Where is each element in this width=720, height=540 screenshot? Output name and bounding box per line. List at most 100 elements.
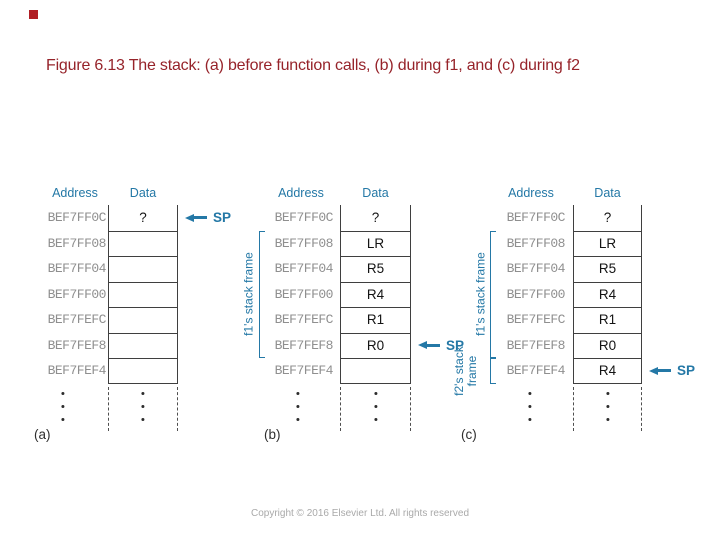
stack-diagram-a: Address Data? BEF7FF0C BEF7FF08 BEF7FF04 BEF7… — [30, 185, 240, 455]
address-label: BEF7FF0C — [506, 210, 566, 225]
sp-pointer: SP — [649, 363, 695, 379]
stack-cell-value: R1 — [598, 312, 617, 327]
row-separator — [341, 332, 410, 334]
stack-cell-value: LR — [598, 235, 617, 251]
address-label: BEF7FEF8 — [47, 337, 107, 353]
row-separator — [574, 307, 641, 308]
stack-frame-bracket — [490, 230, 496, 358]
row-separator — [341, 230, 410, 232]
continuation-dot — [373, 418, 378, 422]
stack-cell-value: R4 — [598, 286, 617, 302]
stack-cell-value: ? — [139, 210, 147, 225]
stack-box: ? LR R5 R4 R1 R0 R4 — [573, 205, 642, 384]
continuation-dot — [61, 405, 65, 409]
stack-box: ? — [108, 205, 178, 384]
address-label: BEF7FEF8 — [274, 337, 334, 353]
stack-cell-value: R0 — [598, 337, 617, 353]
address-label: BEF7FEF8 — [506, 337, 566, 353]
address-label: BEF7FF00 — [47, 286, 107, 302]
stack-diagram-c: Address Data? LR R5 R4 R1 R0 R4 BEF7FF0C BEF7FF08… — [451, 185, 705, 455]
bullet-square-marker — [29, 10, 38, 19]
address-label: BEF7FF00 — [274, 286, 334, 302]
copyright-notice: Copyright © 2016 Elsevier Ltd. All right… — [250, 508, 470, 519]
address-label: BEF7FF00 — [506, 286, 566, 302]
stack-frame-bracket — [490, 358, 496, 384]
row-separator — [341, 256, 410, 257]
row-separator — [574, 256, 641, 257]
stack-frame-label-line: f1's stack frame — [241, 252, 256, 337]
sp-pointer: SP — [418, 337, 464, 353]
dashed-continuation-left — [340, 387, 341, 431]
data-column-header: Data — [594, 186, 621, 200]
continuation-dot — [141, 392, 145, 396]
figure-title: Figure 6.13 The stack: (a) before functi… — [46, 57, 580, 74]
stack-box: ? LR R5 R4 R1 R0 — [340, 205, 411, 384]
sp-pointer: SP — [185, 210, 231, 226]
address-label: BEF7FF08 — [274, 235, 334, 251]
stack-frame-label: f1's stack frame — [241, 252, 256, 337]
stack-cell-value: ? — [603, 210, 612, 225]
continuation-dot — [528, 405, 532, 409]
address-label: BEF7FEF4 — [506, 363, 566, 378]
data-column-header: Data — [362, 186, 389, 200]
address-label: BEF7FEF4 — [274, 363, 334, 378]
stack-cell-value: R0 — [366, 337, 385, 353]
stack-cell-value: R5 — [366, 261, 385, 276]
dashed-continuation-left — [573, 387, 574, 431]
stack-cell-value: ? — [371, 210, 380, 225]
sp-arrow-icon — [185, 213, 194, 222]
row-separator — [574, 281, 641, 283]
address-label: BEF7FEFC — [506, 312, 566, 327]
address-label: BEF7FF04 — [274, 261, 334, 276]
dashed-continuation-left — [108, 387, 109, 431]
stack-frame-label-line: frame — [465, 355, 479, 387]
continuation-dot — [528, 418, 532, 422]
data-column-header: Data — [129, 186, 157, 200]
sp-label: SP — [677, 363, 696, 379]
sp-arrow-shaft — [427, 343, 440, 347]
continuation-dot — [605, 392, 610, 396]
row-separator — [341, 307, 410, 308]
row-separator — [109, 256, 177, 257]
address-column-header: Address — [508, 186, 554, 200]
continuation-dot — [141, 405, 145, 409]
diagram-caption: (c) — [461, 427, 477, 442]
address-label: BEF7FF04 — [506, 261, 566, 276]
stack-frame-label: f2's stack frame — [451, 345, 479, 396]
sp-label: SP — [446, 337, 465, 353]
stack-frame-bracket — [259, 230, 265, 358]
continuation-dot — [373, 405, 378, 409]
continuation-dot — [605, 405, 610, 409]
address-label: BEF7FF04 — [47, 261, 107, 276]
sp-arrow-shaft — [658, 369, 671, 373]
sp-label: SP — [213, 210, 232, 226]
row-separator — [574, 230, 641, 232]
sp-arrow-shaft — [194, 216, 207, 220]
address-label: BEF7FEFC — [47, 312, 107, 327]
stack-cell-value: R4 — [598, 363, 617, 378]
row-separator — [341, 281, 410, 283]
sp-arrow-icon — [418, 341, 427, 350]
stack-frame-label-line: f1's stack frame — [473, 252, 488, 337]
row-separator — [109, 332, 177, 334]
continuation-dot — [61, 392, 65, 396]
continuation-dot — [141, 418, 145, 422]
row-separator — [109, 281, 177, 283]
row-separator — [109, 230, 177, 232]
address-label: BEF7FEFC — [274, 312, 334, 327]
stack-cell-value: R4 — [366, 286, 385, 302]
diagram-caption: (b) — [264, 427, 281, 442]
stack-frame-label: f1's stack frame — [473, 252, 488, 337]
row-separator — [574, 358, 641, 359]
diagram-caption: (a) — [34, 427, 51, 442]
dashed-continuation-right — [641, 387, 642, 431]
dashed-continuation-right — [410, 387, 411, 431]
address-label: BEF7FF08 — [47, 235, 107, 251]
continuation-dot — [373, 392, 378, 396]
stack-frame-label-line: f2's stack — [451, 345, 466, 396]
row-separator — [341, 358, 410, 359]
continuation-dot — [296, 392, 300, 396]
stack-diagram-b: Address Data? LR R5 R4 R1 R0 BEF7FF0C BEF7FF08 BE… — [240, 185, 470, 455]
address-column-header: Address — [278, 186, 324, 200]
